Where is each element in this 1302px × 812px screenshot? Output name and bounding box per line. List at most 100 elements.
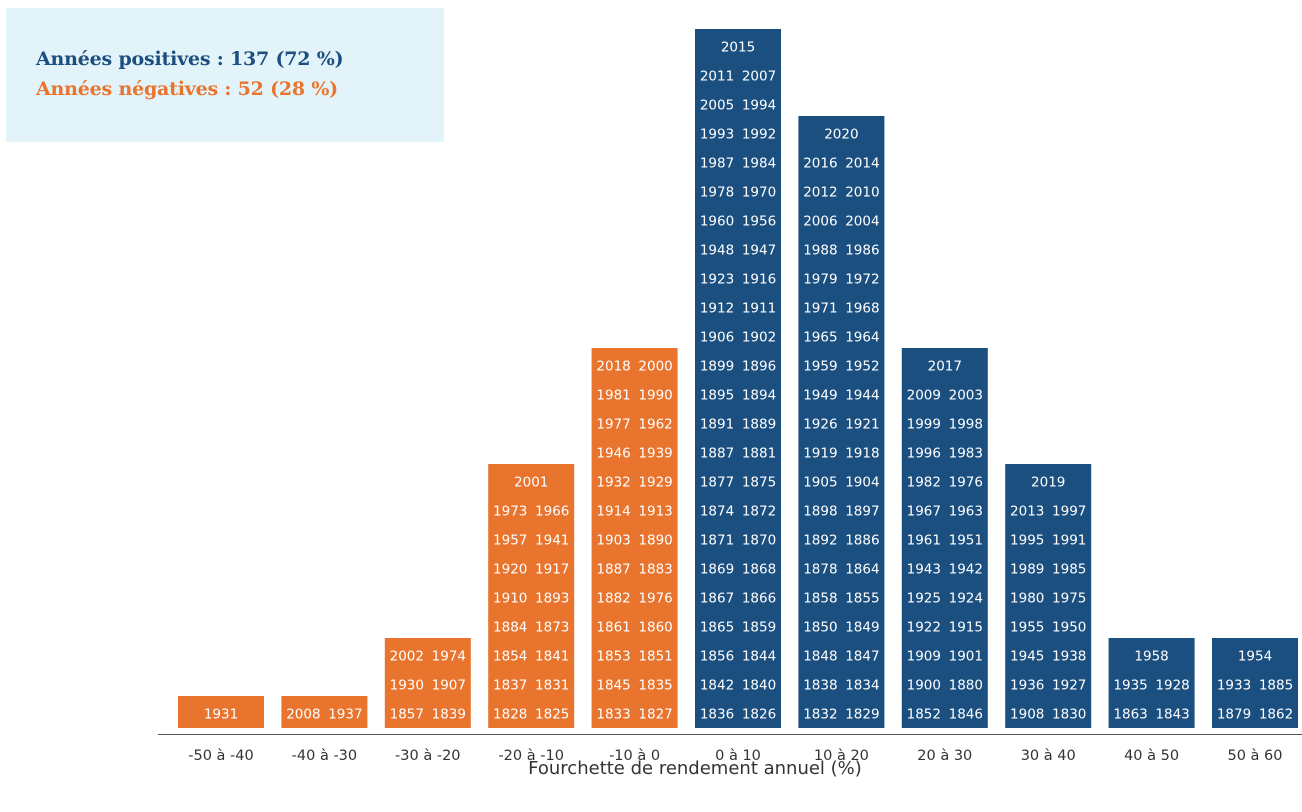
year-label: 1827 — [638, 707, 672, 723]
year-label: 1966 — [535, 504, 569, 520]
year-label: 1895 — [700, 388, 734, 404]
year-label: 1949 — [803, 388, 837, 404]
year-label: 2014 — [845, 156, 879, 172]
year-label: 1840 — [742, 678, 776, 694]
year-label: 2013 — [1010, 504, 1044, 520]
year-label: 1894 — [742, 388, 776, 404]
year-label: 1919 — [803, 446, 837, 462]
year-label: 1987 — [700, 156, 734, 172]
year-label: 1991 — [1052, 533, 1086, 549]
year-label: 1862 — [1259, 707, 1293, 723]
year-label: 1884 — [493, 620, 527, 636]
bar-4: 2018 2000 1981 1990 1977 1962 1946 1939 1932 1929… — [591, 348, 678, 728]
year-label: 1996 — [907, 446, 941, 462]
bar-2: 2002 1974 1930 1907 1857 1839 — [384, 638, 471, 728]
year-label: 1869 — [700, 562, 734, 578]
year-label: 1841 — [535, 649, 569, 665]
bar-10: 1954 1933 1885 1879 1862 — [1212, 638, 1298, 728]
year-label: 1950 — [1052, 620, 1086, 636]
year-label: 1989 — [1010, 562, 1044, 578]
year-label: 1993 — [700, 127, 734, 143]
year-label: 1865 — [700, 620, 734, 636]
year-label: 1871 — [700, 533, 734, 549]
year-label: 1974 — [432, 649, 466, 665]
year-label: 1915 — [949, 620, 983, 636]
year-label: 1835 — [638, 678, 672, 694]
year-label: 1927 — [1052, 678, 1086, 694]
year-label: 1832 — [803, 707, 837, 723]
year-label: 1941 — [535, 533, 569, 549]
year-label: 1880 — [949, 678, 983, 694]
year-label: 1882 — [596, 591, 630, 607]
year-label: 1959 — [803, 359, 837, 375]
year-label: 1845 — [596, 678, 630, 694]
year-label: 2016 — [803, 156, 837, 172]
bar-rect-6 — [798, 116, 885, 728]
year-label: 1847 — [845, 649, 879, 665]
bar-rect-4 — [591, 348, 678, 728]
year-label: 1868 — [742, 562, 776, 578]
year-label: 1976 — [949, 475, 983, 491]
year-label: 1979 — [803, 272, 837, 288]
year-label: 1859 — [742, 620, 776, 636]
x-tick-label: 0 à 10 — [715, 748, 761, 764]
year-label: 1896 — [742, 359, 776, 375]
year-label: 1907 — [432, 678, 466, 694]
year-label: 1971 — [803, 301, 837, 317]
year-label: 1875 — [742, 475, 776, 491]
year-label: 1922 — [907, 620, 941, 636]
year-label: 1903 — [596, 533, 630, 549]
year-label: 2018 — [596, 359, 630, 375]
year-label: 1936 — [1010, 678, 1044, 694]
year-label: 1848 — [803, 649, 837, 665]
year-label: 1912 — [700, 301, 734, 317]
year-label: 1851 — [638, 649, 672, 665]
year-label: 1994 — [742, 98, 776, 114]
year-label: 1976 — [638, 591, 672, 607]
year-label: 1964 — [845, 330, 879, 346]
year-label: 1881 — [742, 446, 776, 462]
year-label: 1887 — [596, 562, 630, 578]
year-label: 1935 — [1113, 678, 1147, 694]
year-label: 2004 — [845, 214, 879, 230]
year-label: 1917 — [535, 562, 569, 578]
year-label: 1999 — [907, 417, 941, 433]
year-label: 1901 — [949, 649, 983, 665]
year-label: 1995 — [1010, 533, 1044, 549]
year-label: 1985 — [1052, 562, 1086, 578]
year-label: 1925 — [907, 591, 941, 607]
year-label: 1850 — [803, 620, 837, 636]
year-label: 1960 — [700, 214, 734, 230]
year-label: 1863 — [1113, 707, 1147, 723]
year-label: 1905 — [803, 475, 837, 491]
year-label: 1829 — [845, 707, 879, 723]
year-label: 1906 — [700, 330, 734, 346]
year-label: 1926 — [803, 417, 837, 433]
year-label: 1939 — [638, 446, 672, 462]
year-label: 1921 — [845, 417, 879, 433]
bar-rect-0 — [178, 696, 264, 728]
year-label: 1942 — [949, 562, 983, 578]
year-label: 1956 — [742, 214, 776, 230]
x-tick-label: -30 à -20 — [395, 748, 460, 764]
year-label: 1968 — [845, 301, 879, 317]
year-label: 1887 — [700, 446, 734, 462]
bar-rect-2 — [384, 638, 471, 728]
year-label: 1836 — [700, 707, 734, 723]
bar-3: 2001 1973 1966 1957 1941 1920 1917 1910 1893 1884… — [488, 464, 575, 728]
year-label: 1932 — [596, 475, 630, 491]
year-label: 1998 — [949, 417, 983, 433]
year-label: 1981 — [596, 388, 630, 404]
bar-rect-9 — [1108, 638, 1195, 728]
year-label: 1898 — [803, 504, 837, 520]
year-label: 1945 — [1010, 649, 1044, 665]
year-label: 1826 — [742, 707, 776, 723]
x-tick-label: 20 à 30 — [917, 748, 972, 764]
year-label: 1834 — [845, 678, 879, 694]
year-label: 1897 — [845, 504, 879, 520]
year-label: 2002 — [390, 649, 424, 665]
year-label: 1866 — [742, 591, 776, 607]
bar-9: 1958 1935 1928 1863 1843 — [1108, 638, 1195, 728]
year-label: 1855 — [845, 591, 879, 607]
bar-rect-7 — [901, 348, 988, 728]
